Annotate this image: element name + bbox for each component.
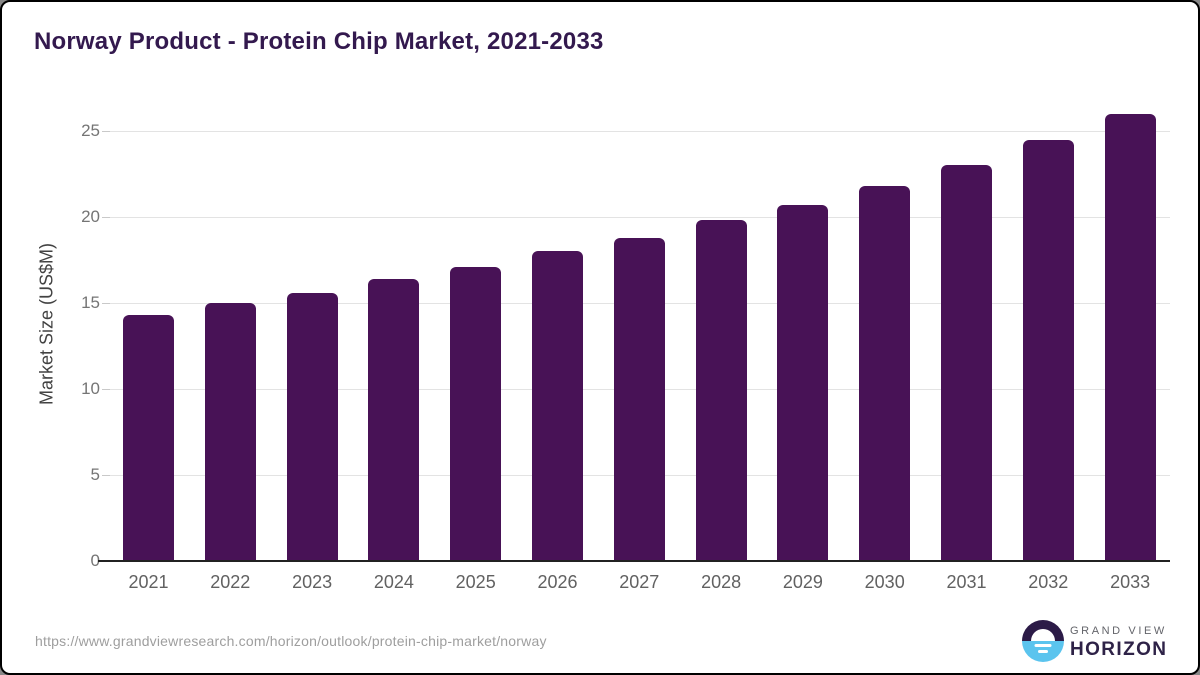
bar-2023 [286,292,338,561]
horizon-sunset-icon [1022,620,1064,662]
sun-dome-shape [1031,629,1055,641]
logo-text: GRAND VIEW HORIZON [1070,625,1167,661]
x-tick-label-2028: 2028 [701,572,742,592]
x-tick-label-2027: 2027 [619,572,660,592]
x-tick-label-2023: 2023 [292,572,333,592]
logo-grand-view-label: GRAND VIEW [1070,625,1167,637]
y-axis-title: Market Size (US$M) [36,242,57,406]
bar-2032 [1022,139,1074,561]
x-tick-label-2024: 2024 [373,572,414,592]
y-tick-label-25: 25 [81,121,100,140]
bar-2029 [777,204,829,561]
x-tick-label-2022: 2022 [210,572,251,592]
y-tick-mark-20 [102,217,110,218]
bar-2028 [695,220,747,561]
reflection-dash-narrow [1038,650,1048,653]
y-tick-label-20: 20 [81,207,100,226]
y-tick-mark-25 [102,131,110,132]
bar-2033 [1104,113,1156,561]
x-tick-label-2025: 2025 [455,572,496,592]
gridline-25 [110,131,1170,132]
reflection-dash-wide [1034,644,1052,647]
y-tick-label-10: 10 [81,379,100,398]
bar-2030 [859,186,911,561]
bar-2022 [204,303,256,561]
bar-2021 [123,315,174,561]
bar-2026 [532,251,583,561]
y-tick-label-0: 0 [90,551,100,570]
brand-logo: GRAND VIEW HORIZON [1022,620,1170,662]
bar-2025 [450,266,502,561]
chart-title: Norway Product - Protein Chip Market, 20… [34,28,604,55]
y-tick-mark-15 [102,303,110,304]
y-tick-label-5: 5 [90,465,100,484]
x-tick-label-2026: 2026 [537,572,578,592]
x-tick-label-2033: 2033 [1110,572,1151,592]
x-tick-label-2021: 2021 [128,572,169,592]
x-tick-label-2032: 2032 [1028,572,1069,592]
x-tick-label-2029: 2029 [782,572,823,592]
x-tick-label-2030: 2030 [864,572,905,592]
y-tick-label-15: 15 [81,293,100,312]
x-axis-line [98,560,1170,562]
bar-2027 [613,237,665,561]
bar-2024 [368,278,420,561]
bar-2031 [941,165,992,561]
source-url: https://www.grandviewresearch.com/horizo… [35,633,547,649]
y-tick-mark-5 [102,475,110,476]
x-tick-label-2031: 2031 [946,572,987,592]
logo-horizon-label: HORIZON [1070,639,1168,660]
y-tick-mark-10 [102,389,110,390]
gridline-20 [110,217,1170,218]
